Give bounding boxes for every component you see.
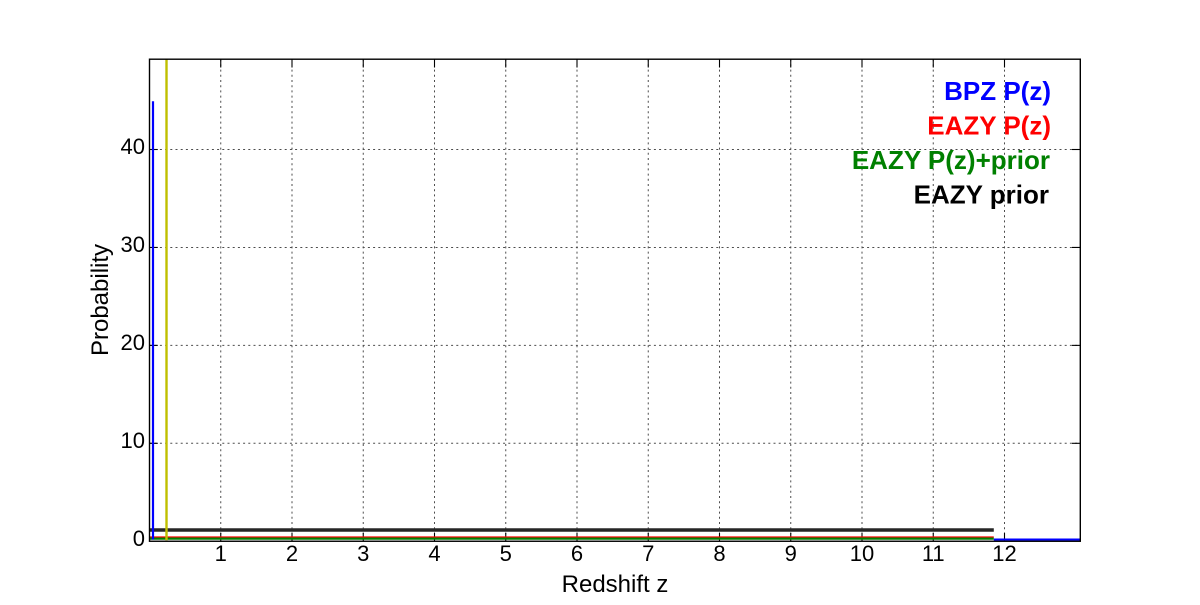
- svg-text:EAZY P(z)+prior: EAZY P(z)+prior: [852, 145, 1050, 175]
- svg-text:1: 1: [215, 541, 227, 566]
- svg-text:9: 9: [785, 541, 797, 566]
- svg-text:8: 8: [713, 541, 725, 566]
- svg-text:0: 0: [133, 526, 145, 551]
- svg-text:40: 40: [121, 134, 145, 159]
- svg-text:11: 11: [922, 541, 945, 566]
- svg-text:10: 10: [850, 541, 874, 566]
- svg-text:12: 12: [992, 541, 1016, 566]
- svg-text:4: 4: [428, 541, 440, 566]
- svg-text:2: 2: [286, 541, 298, 566]
- svg-text:20: 20: [121, 330, 145, 355]
- svg-text:EAZY prior: EAZY prior: [914, 180, 1049, 210]
- svg-text:5: 5: [500, 541, 512, 566]
- svg-text:7: 7: [642, 541, 654, 566]
- svg-text:BPZ P(z): BPZ P(z): [944, 76, 1051, 106]
- svg-text:Redshift z: Redshift z: [562, 571, 669, 598]
- svg-text:3: 3: [357, 541, 369, 566]
- svg-text:Probability: Probability: [87, 244, 114, 356]
- svg-text:6: 6: [571, 541, 583, 566]
- svg-text:30: 30: [121, 232, 145, 257]
- svg-text:10: 10: [121, 428, 145, 453]
- svg-text:EAZY P(z): EAZY P(z): [927, 111, 1051, 141]
